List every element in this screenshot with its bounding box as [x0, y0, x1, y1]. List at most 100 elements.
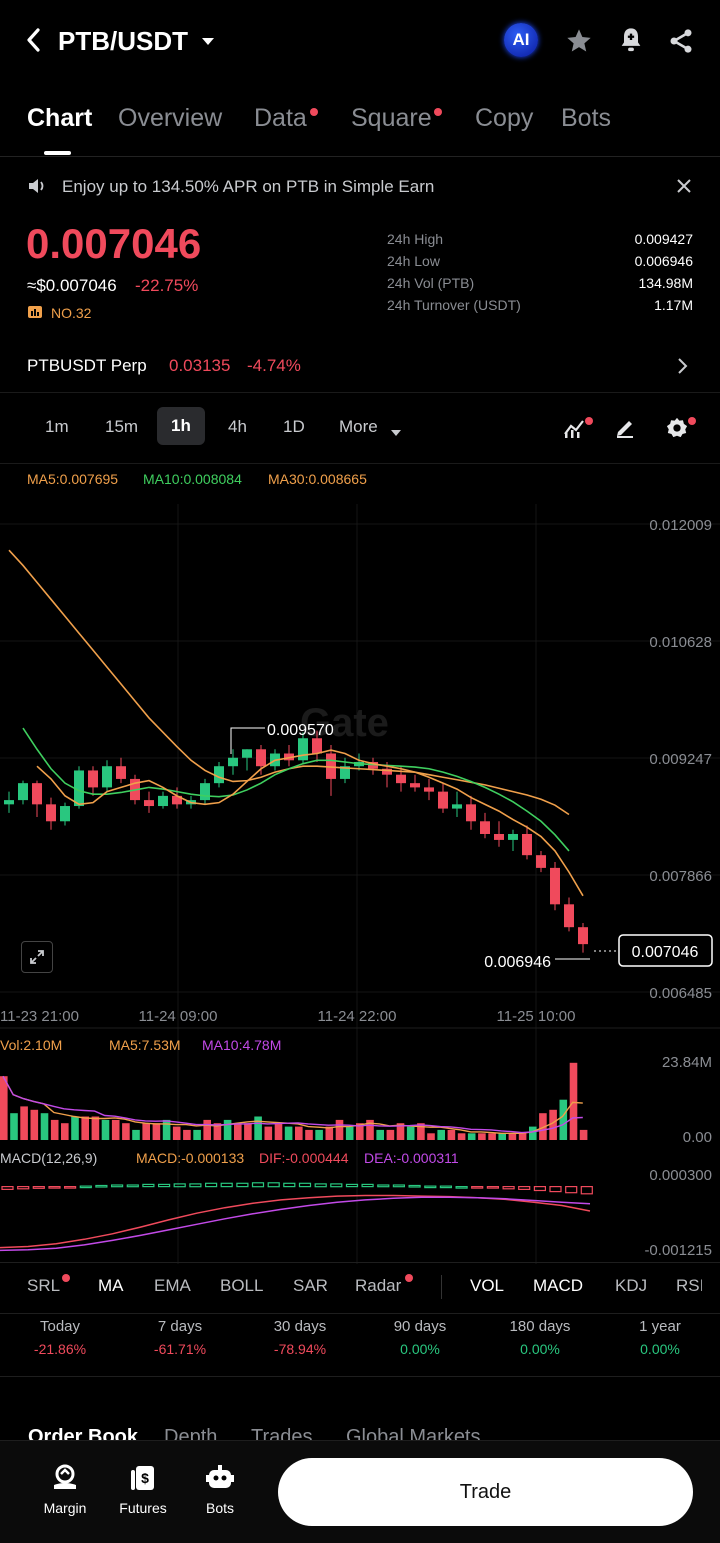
indicator-sar[interactable]: SAR: [293, 1276, 328, 1295]
promo-banner[interactable]: Enjoy up to 134.50% APR on PTB in Simple…: [0, 160, 720, 216]
perf-value: 0.00%: [400, 1341, 440, 1357]
macd-histogram-bar: [48, 1185, 61, 1189]
volume-bar: [0, 1076, 8, 1140]
indicator-radar[interactable]: Radar: [355, 1276, 402, 1295]
tab-chart[interactable]: Chart: [27, 104, 93, 132]
interval-1m[interactable]: 1m: [45, 417, 69, 436]
ma30-legend: MA30:0.008665: [268, 471, 367, 487]
futures-button[interactable]: $ Futures: [113, 1463, 173, 1516]
volume-bar: [284, 1126, 293, 1140]
macd-legend: MACD(12,26,9): [0, 1150, 97, 1166]
macd-histogram-bar: [314, 1183, 327, 1188]
share-icon[interactable]: [667, 27, 695, 60]
indicator-ema[interactable]: EMA: [154, 1276, 191, 1295]
vol-legend: Vol:2.10M: [0, 1037, 62, 1053]
tab-data[interactable]: Data: [254, 104, 307, 132]
macd-histogram-bar: [32, 1185, 45, 1189]
tab-copy[interactable]: Copy: [475, 104, 534, 132]
chevron-right-icon: [677, 357, 689, 380]
pair-title[interactable]: PTB/USDT: [58, 26, 188, 56]
macd-histogram-bar: [205, 1182, 218, 1188]
gear-icon[interactable]: [666, 417, 688, 444]
indicator-ma[interactable]: MA: [98, 1276, 124, 1295]
interval-more[interactable]: More: [339, 417, 378, 436]
volume-bar: [10, 1113, 18, 1140]
speaker-icon: [27, 177, 47, 200]
volume-bar: [447, 1129, 456, 1140]
volume-bar: [478, 1133, 486, 1140]
x-tick-label: 11-23 21:00: [0, 1008, 79, 1025]
last-price-tag: [618, 934, 713, 967]
indicator-kdj[interactable]: KDJ: [615, 1276, 648, 1295]
high-marker-line: [230, 727, 265, 754]
volume-bar: [132, 1129, 140, 1140]
interval-1d[interactable]: 1D: [283, 417, 305, 436]
draw-icon[interactable]: [614, 417, 636, 444]
volume-bar: [569, 1062, 578, 1140]
macd-histogram-bar: [126, 1184, 139, 1188]
macd-histogram-bar: [189, 1183, 202, 1188]
volume-bar: [559, 1099, 568, 1140]
expand-icon[interactable]: [21, 941, 53, 973]
interval-1h[interactable]: 1h: [157, 407, 205, 445]
tab-square[interactable]: Square: [351, 104, 432, 132]
macd-histogram-bar: [424, 1185, 437, 1189]
macd-histogram-bar: [549, 1185, 562, 1193]
volume-bar: [356, 1123, 364, 1140]
notification-dot: [405, 1274, 413, 1282]
volume-bar: [437, 1129, 445, 1140]
bots-button[interactable]: Bots: [190, 1463, 250, 1516]
volume-bar: [315, 1129, 323, 1140]
macd-histogram-bar: [79, 1185, 92, 1189]
margin-button[interactable]: Margin: [35, 1463, 95, 1516]
active-tab-indicator: [44, 151, 71, 155]
margin-label: Margin: [43, 1500, 87, 1516]
interval-15m[interactable]: 15m: [105, 417, 139, 436]
volume-bar: [81, 1116, 89, 1140]
chevron-down-icon[interactable]: [201, 34, 215, 52]
candle-body: [508, 833, 518, 840]
macd-histogram-bar: [158, 1183, 171, 1188]
macd-histogram-bar: [455, 1185, 468, 1189]
ma10-legend: MA10:0.008084: [143, 471, 242, 487]
star-icon[interactable]: [565, 27, 593, 60]
chevron-down-icon[interactable]: [390, 424, 402, 442]
perf-label: 30 days: [273, 1318, 327, 1335]
macd-histogram-bar: [283, 1182, 296, 1188]
indicator-macd[interactable]: MACD: [533, 1276, 584, 1295]
macd-histogram-bar: [502, 1185, 515, 1190]
trade-button[interactable]: Trade: [278, 1458, 693, 1526]
interval-4h[interactable]: 4h: [228, 417, 247, 436]
close-icon[interactable]: [676, 178, 692, 199]
notification-dot: [688, 417, 696, 425]
chart-area[interactable]: MA5:0.007695 MA10:0.008084 MA30:0.008665 Ga…: [0, 464, 720, 1264]
indicator-boll[interactable]: BOLL: [220, 1276, 264, 1295]
volume-bar: [345, 1126, 354, 1140]
stat-label: 24h Turnover (USDT): [387, 297, 521, 313]
perf-label: 180 days: [509, 1318, 571, 1335]
volume-bar: [264, 1126, 273, 1140]
indicator-icon[interactable]: [562, 417, 586, 444]
volume-bar: [549, 1109, 557, 1140]
notification-dot: [434, 108, 442, 116]
page-tabs: Chart Overview Data Square Copy Bots: [0, 96, 720, 157]
stat-value: 0.009427: [634, 231, 693, 247]
candle-body: [494, 833, 504, 840]
perp-row[interactable]: PTBUSDT Perp 0.03135 -4.74%: [0, 346, 720, 386]
candle-body: [60, 806, 70, 822]
candle-body: [382, 768, 392, 775]
price-alert-icon[interactable]: [617, 26, 645, 59]
indicator-rsi[interactable]: RSI: [676, 1276, 702, 1295]
indicator-vol[interactable]: VOL: [470, 1276, 505, 1295]
back-icon[interactable]: [24, 26, 44, 59]
price-block: 0.007046 ≈$0.007046 -22.75% NO.32 24h Hi…: [0, 216, 720, 336]
tab-overview[interactable]: Overview: [118, 104, 223, 132]
tab-bots[interactable]: Bots: [561, 104, 612, 132]
indicator-srl[interactable]: SRL: [27, 1276, 61, 1295]
macd-histogram-bar: [533, 1185, 547, 1192]
volume-bar: [91, 1116, 100, 1140]
macd-histogram-bar: [110, 1184, 124, 1188]
ai-button[interactable]: AI: [504, 23, 538, 57]
candlestick-chart[interactable]: MA5:0.007695 MA10:0.008084 MA30:0.008665 Ga…: [0, 464, 720, 1264]
candle-body: [312, 738, 322, 754]
